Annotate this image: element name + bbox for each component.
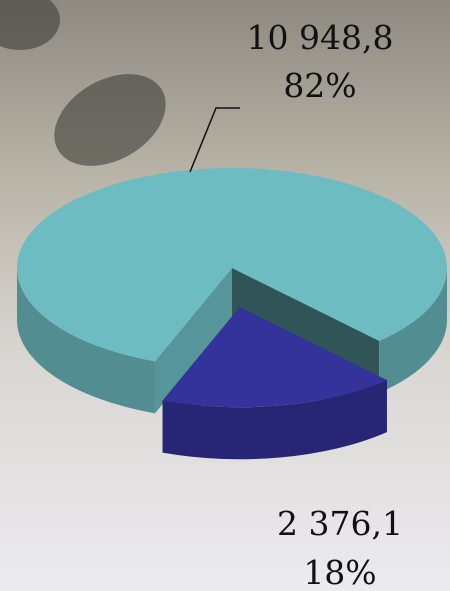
chart: 10 948,8 82% 2 376,1 18%: [0, 0, 450, 591]
percent-label: 18%: [303, 553, 376, 591]
value-label: 2 376,1: [277, 504, 403, 543]
percent-label: 82%: [283, 66, 356, 105]
page: 10 948,8 82% 2 376,1 18%: [0, 0, 450, 591]
value-label: 10 948,8: [247, 18, 394, 57]
